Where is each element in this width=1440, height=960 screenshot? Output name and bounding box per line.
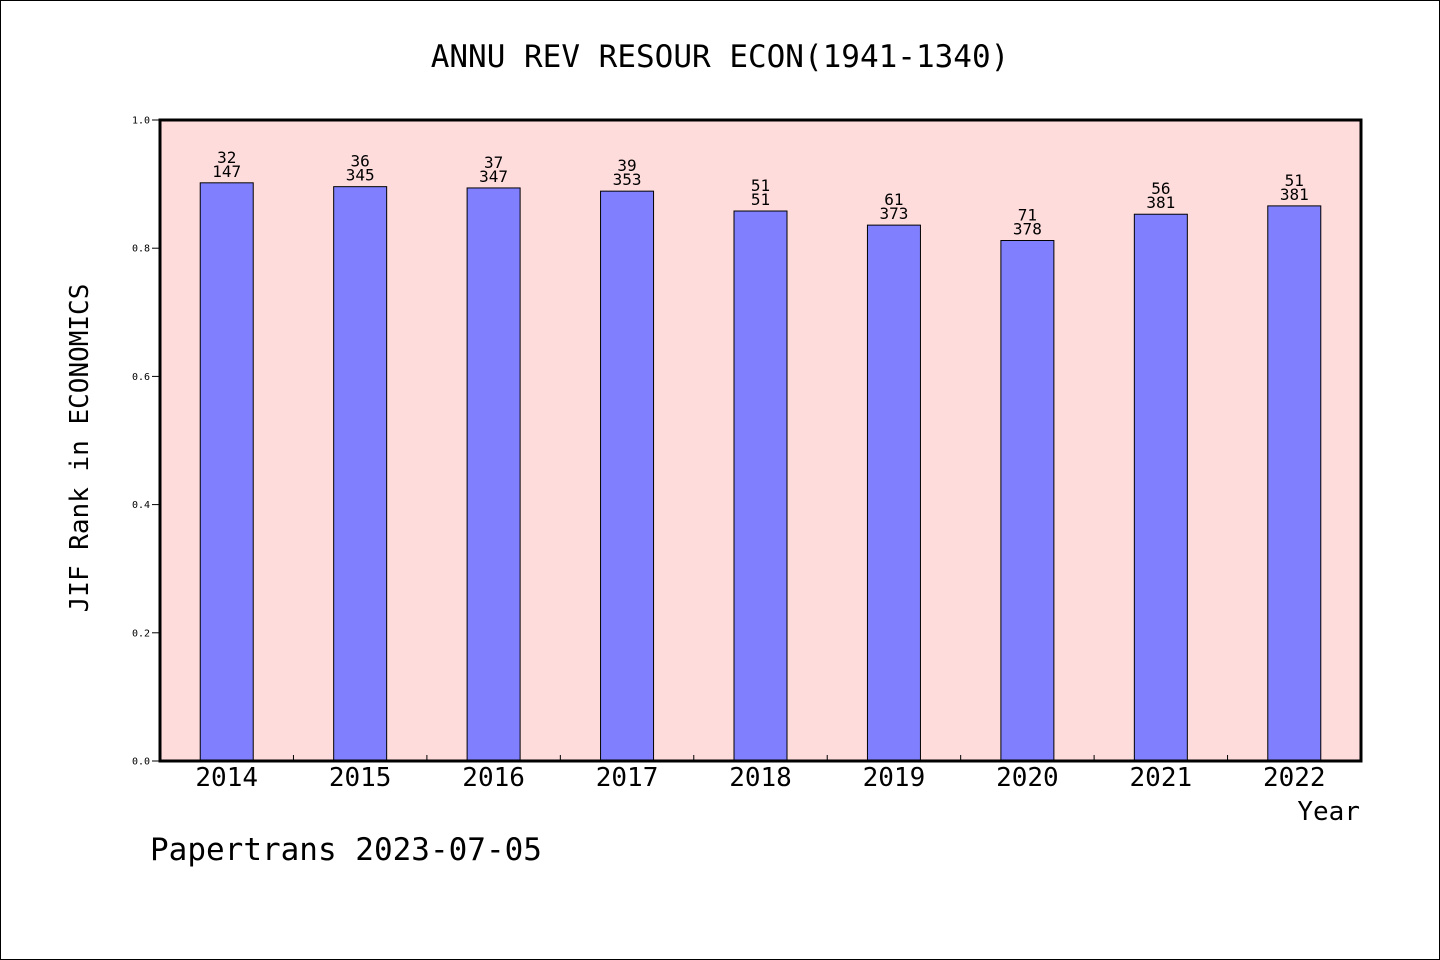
- footer-note: Papertrans 2023-07-05: [150, 832, 542, 868]
- y-tick-label-0.8: 0.8: [132, 244, 150, 255]
- x-tick-label-2019: 2019: [863, 763, 926, 793]
- x-tick-label-2020: 2020: [996, 763, 1059, 793]
- x-tick-label-2022: 2022: [1263, 763, 1326, 793]
- bar-label-bottom-2022: 381: [1280, 185, 1309, 204]
- bar-label-top-2018: 51: [751, 176, 770, 195]
- chart-title: ANNU REV RESOUR ECON(1941-1340): [431, 39, 1010, 75]
- x-tick-label-2015: 2015: [329, 763, 392, 793]
- bar-label-bottom-2017: 353: [613, 170, 642, 189]
- y-axis-label: JIF Rank in ECONOMICS: [65, 284, 95, 613]
- bar-2015: [333, 186, 388, 762]
- bar-label-top-2020: 71: [1018, 206, 1037, 225]
- bar-label-top-2022: 51: [1285, 171, 1304, 190]
- bar-2018: [733, 210, 788, 762]
- bar-2017: [600, 190, 655, 762]
- bar-label-top-2021: 56: [1151, 179, 1170, 198]
- plot-border: [158, 118, 1363, 763]
- x-tick-label-2016: 2016: [462, 763, 525, 793]
- bar-label-bottom-2018: 51: [751, 190, 770, 209]
- x-axis-label: Year: [1297, 797, 1360, 827]
- bar-label-bottom-2016: 347: [479, 167, 508, 186]
- x-tick-label-2021: 2021: [1130, 763, 1193, 793]
- y-tick-label-0.2: 0.2: [132, 628, 150, 639]
- bar-label-top-2014: 32: [217, 148, 236, 167]
- bar-2014: [199, 182, 254, 762]
- bar-label-top-2015: 36: [351, 152, 370, 171]
- y-tick-label-1.0: 1.0: [132, 116, 150, 127]
- bar-label-top-2017: 39: [617, 156, 636, 175]
- bar-label-bottom-2014: 147: [212, 162, 241, 181]
- bar-2020: [1000, 240, 1055, 762]
- y-tick-label-0.6: 0.6: [132, 372, 150, 383]
- bars-group: [199, 182, 1322, 762]
- x-tick-label-2014: 2014: [195, 763, 258, 793]
- bar-label-bottom-2020: 378: [1013, 220, 1042, 239]
- bar-2022: [1267, 205, 1322, 762]
- bar-label-top-2016: 37: [484, 153, 503, 172]
- bar-2021: [1133, 213, 1188, 762]
- y-tick-label-0.0: 0.0: [132, 757, 150, 768]
- bar-label-top-2019: 61: [884, 190, 903, 209]
- bar-2016: [466, 187, 521, 762]
- y-axis: 0.0 0.2 0.4 0.6 0.8 1.0: [132, 116, 160, 768]
- x-tick-label-2017: 2017: [596, 763, 659, 793]
- bar-label-bottom-2021: 381: [1146, 193, 1175, 212]
- x-axis: 2014 2015 2016 2017 2018 2019 2020 2021 2022: [195, 755, 1326, 793]
- bar-label-bottom-2015: 345: [346, 166, 375, 185]
- bar-label-bottom-2019: 373: [879, 204, 908, 223]
- x-tick-label-2018: 2018: [729, 763, 792, 793]
- bar-2019: [866, 224, 921, 762]
- y-tick-label-0.4: 0.4: [132, 500, 150, 511]
